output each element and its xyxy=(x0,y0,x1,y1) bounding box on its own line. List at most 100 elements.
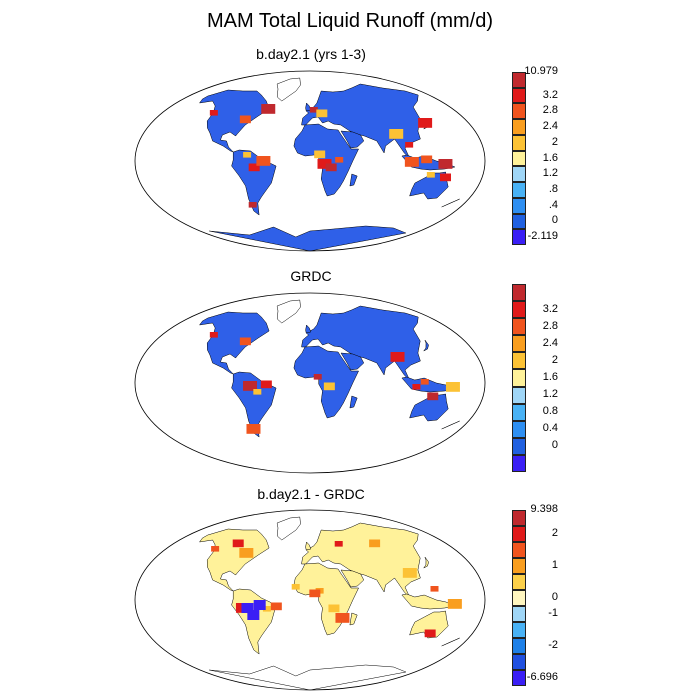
colorbar-label: 2 xyxy=(551,135,558,148)
colorbar-label: 2 xyxy=(551,353,558,366)
runoff-cell xyxy=(334,541,343,547)
panel-1-map xyxy=(134,70,486,252)
runoff-cell xyxy=(420,379,429,385)
runoff-cell xyxy=(270,602,282,611)
figure-title: MAM Total Liquid Runoff (mm/d) xyxy=(206,10,494,32)
runoff-cell xyxy=(232,539,244,548)
panel-2-title: GRDC xyxy=(290,268,332,284)
colorbar-label: 2.4 xyxy=(542,336,558,349)
runoff-cell xyxy=(430,586,439,592)
runoff-cell xyxy=(246,424,261,434)
landmass-japan xyxy=(423,556,429,569)
colorbar-segment xyxy=(512,182,526,198)
landmass-greenland xyxy=(276,516,301,541)
colorbar-label: 1.2 xyxy=(542,388,558,401)
landmass-madagascar xyxy=(349,612,358,626)
runoff-cell xyxy=(260,380,272,389)
colorbar-segment xyxy=(512,318,526,336)
runoff-cell xyxy=(309,107,318,113)
landmass-sa xyxy=(231,588,277,655)
colorbar-segment xyxy=(512,301,526,319)
runoff-cell xyxy=(243,152,252,158)
colorbar-label: 0 xyxy=(551,214,558,227)
colorbar-label: 1.6 xyxy=(542,151,558,164)
colorbar-segment xyxy=(512,654,526,670)
runoff-cell xyxy=(323,382,335,391)
landmass-nz xyxy=(441,420,460,430)
landmass-na xyxy=(198,528,270,592)
colorbar-label: 2.4 xyxy=(542,120,558,133)
colorbar-segment xyxy=(512,134,526,151)
landmass-uk xyxy=(305,324,312,334)
runoff-cell xyxy=(369,539,381,548)
runoff-cell xyxy=(256,156,271,166)
runoff-cell xyxy=(427,392,439,401)
runoff-cell xyxy=(316,109,328,118)
landmass-eurasia xyxy=(301,305,421,382)
colorbar-label: 3.2 xyxy=(542,88,558,101)
landmass-antarctica xyxy=(209,664,407,690)
colorbar-label: 1 xyxy=(551,559,558,571)
colorbar-label: -6.696 xyxy=(526,671,558,683)
runoff-cell xyxy=(389,129,404,139)
colorbar-label: .4 xyxy=(548,198,558,211)
landmass-na xyxy=(198,311,270,375)
runoff-cell xyxy=(262,606,271,612)
colorbar-label: 1.6 xyxy=(542,371,558,383)
colorbar-segment xyxy=(512,510,526,526)
panel-2-colorbar: 0 0.4 0.8 1.2 1.6 2 2.4 2.8 3.2 xyxy=(512,284,558,472)
colorbar-segment xyxy=(512,335,526,353)
runoff-cell xyxy=(247,610,260,620)
map-outline xyxy=(134,509,486,691)
landmass-uk xyxy=(305,541,312,551)
colorbar-label: 9.398 xyxy=(530,503,558,515)
colorbar-label: 0 xyxy=(551,591,558,603)
runoff-cell xyxy=(439,173,451,182)
panel-3-title: b.day2.1 - GRDC xyxy=(257,486,365,502)
landmass-arabia xyxy=(340,130,365,149)
colorbar-segment xyxy=(512,87,526,104)
runoff-cell xyxy=(241,603,254,613)
colorbar-segment xyxy=(512,403,526,421)
panel-2-map xyxy=(134,292,486,474)
runoff-cell xyxy=(261,104,276,114)
runoff-cell xyxy=(402,568,417,578)
landmass-sa xyxy=(231,371,277,438)
map-outline xyxy=(134,70,486,252)
colorbar-segment xyxy=(512,542,526,558)
colorbar-segment xyxy=(512,229,526,245)
panel-1-title: b.day2.1 (yrs 1-3) xyxy=(256,46,366,62)
runoff-cell xyxy=(412,384,421,390)
colorbar-segment xyxy=(512,574,526,590)
runoff-cell xyxy=(328,604,340,613)
runoff-cell xyxy=(291,584,300,590)
colorbar-segment xyxy=(512,386,526,404)
colorbar-segment xyxy=(512,454,526,472)
runoff-cell xyxy=(325,163,337,172)
colorbar-segment xyxy=(512,590,526,606)
colorbar-segment xyxy=(512,352,526,370)
runoff-cell xyxy=(405,142,414,148)
runoff-cell xyxy=(248,202,257,208)
landmass-eurasia xyxy=(301,522,421,599)
colorbar-segment xyxy=(512,166,526,183)
runoff-cell xyxy=(445,382,460,392)
landmass-australia xyxy=(409,610,449,639)
landmass-madagascar xyxy=(349,395,358,409)
runoff-cell xyxy=(248,163,260,172)
colorbar-segment xyxy=(512,437,526,455)
runoff-cell xyxy=(209,332,218,338)
runoff-cell xyxy=(426,172,435,178)
colorbar-label: 2.8 xyxy=(542,319,558,332)
colorbar-segment xyxy=(512,197,526,214)
panel-3-map xyxy=(134,509,486,691)
runoff-cell xyxy=(317,159,332,169)
colorbar-label: 3.2 xyxy=(542,302,558,315)
colorbar-segment xyxy=(512,103,526,120)
colorbar-segment xyxy=(512,670,526,686)
runoff-cell xyxy=(243,381,258,391)
runoff-cell xyxy=(418,118,433,128)
colorbar-label: 0.4 xyxy=(542,422,558,435)
colorbar-label: -2.119 xyxy=(527,230,558,243)
landmass-indonesia xyxy=(401,593,456,610)
